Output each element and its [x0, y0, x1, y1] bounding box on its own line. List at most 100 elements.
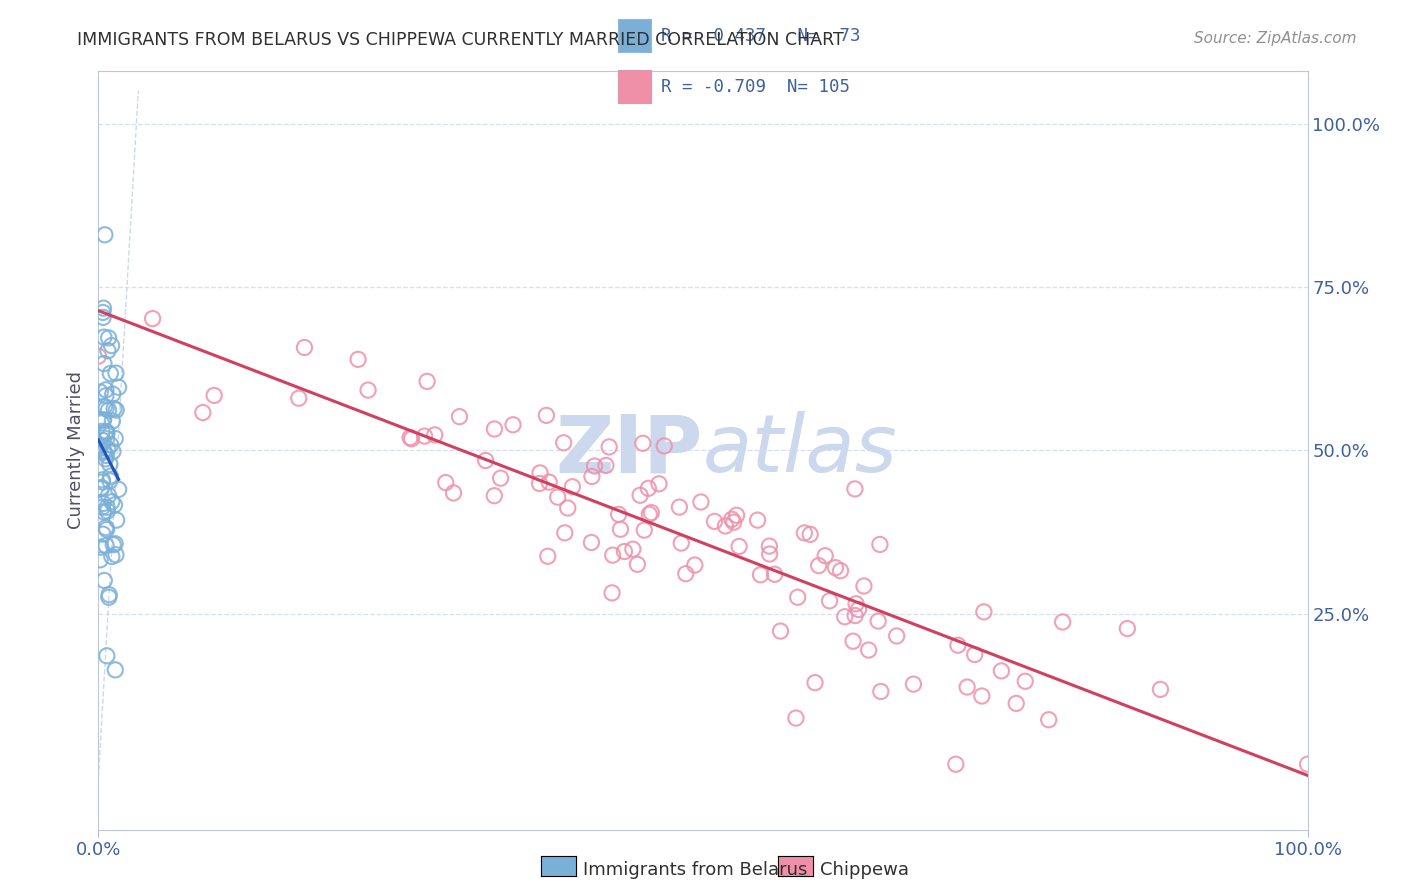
- Point: [97, 488, 120, 502]
- Point: [848, 602, 870, 616]
- Point: [858, 643, 880, 657]
- Point: [96, 449, 118, 463]
- Point: [613, 544, 636, 558]
- Point: [554, 525, 576, 540]
- Point: [87, 349, 110, 363]
- Point: [191, 405, 214, 419]
- Point: [91, 496, 114, 510]
- Point: [946, 638, 969, 652]
- Text: ZIP: ZIP: [555, 411, 703, 490]
- Point: [93, 443, 115, 458]
- Point: [103, 401, 125, 416]
- Point: [581, 469, 603, 483]
- Point: [101, 444, 124, 458]
- Point: [101, 414, 124, 428]
- Point: [1038, 713, 1060, 727]
- Point: [104, 548, 127, 562]
- Point: [799, 527, 821, 541]
- Point: [793, 525, 815, 540]
- Point: [91, 434, 114, 448]
- Point: [96, 425, 118, 439]
- Point: [357, 383, 380, 397]
- Point: [537, 549, 560, 564]
- Point: [107, 483, 129, 497]
- Point: [652, 439, 675, 453]
- Point: [557, 501, 579, 516]
- Text: atlas: atlas: [703, 411, 898, 490]
- Point: [852, 579, 875, 593]
- Point: [94, 389, 117, 403]
- Point: [93, 301, 115, 315]
- Point: [93, 505, 115, 519]
- Point: [90, 481, 112, 495]
- Point: [94, 383, 117, 397]
- Point: [886, 629, 908, 643]
- Point: [758, 539, 780, 553]
- Point: [91, 310, 114, 325]
- Point: [449, 409, 471, 424]
- Point: [104, 366, 127, 380]
- Point: [963, 648, 986, 662]
- Point: [956, 680, 979, 694]
- Point: [607, 508, 630, 522]
- Point: [553, 435, 575, 450]
- Point: [637, 481, 659, 495]
- Point: [96, 523, 118, 537]
- Point: [536, 409, 558, 423]
- Point: [598, 440, 620, 454]
- Point: [842, 634, 865, 648]
- Text: Immigrants from Belarus: Immigrants from Belarus: [583, 861, 808, 879]
- Point: [844, 608, 866, 623]
- Point: [581, 535, 603, 549]
- Point: [89, 439, 111, 453]
- Point: [96, 500, 118, 515]
- Point: [602, 548, 624, 562]
- Point: [96, 401, 118, 416]
- Text: IMMIGRANTS FROM BELARUS VS CHIPPEWA CURRENTLY MARRIED CORRELATION CHART: IMMIGRANTS FROM BELARUS VS CHIPPEWA CURR…: [77, 31, 844, 49]
- Point: [600, 586, 623, 600]
- Point: [758, 547, 780, 561]
- Point: [1296, 757, 1319, 772]
- Point: [90, 540, 112, 554]
- FancyBboxPatch shape: [619, 19, 651, 52]
- Point: [970, 689, 993, 703]
- Point: [98, 458, 121, 472]
- Point: [91, 473, 114, 487]
- Point: [101, 549, 124, 564]
- Point: [633, 523, 655, 537]
- Point: [609, 522, 631, 536]
- Point: [804, 675, 827, 690]
- Point: [489, 471, 512, 485]
- Point: [416, 375, 439, 389]
- Point: [103, 538, 125, 552]
- Point: [98, 588, 121, 602]
- Point: [749, 567, 772, 582]
- Point: [97, 331, 120, 345]
- Point: [434, 475, 457, 490]
- Text: Chippewa: Chippewa: [820, 861, 908, 879]
- Point: [728, 540, 751, 554]
- Point: [703, 514, 725, 528]
- Point: [294, 341, 316, 355]
- Point: [844, 482, 866, 496]
- Point: [671, 536, 693, 550]
- Point: [94, 425, 117, 439]
- Point: [868, 614, 890, 628]
- Point: [484, 489, 506, 503]
- Point: [96, 425, 118, 440]
- Point: [91, 425, 114, 439]
- Point: [103, 498, 125, 512]
- Y-axis label: Currently Married: Currently Married: [67, 371, 86, 530]
- Point: [595, 458, 617, 473]
- Point: [100, 338, 122, 352]
- Point: [529, 466, 551, 480]
- Point: [990, 664, 1012, 678]
- Point: [96, 432, 118, 446]
- Point: [91, 500, 114, 515]
- Point: [626, 558, 648, 572]
- Point: [725, 508, 748, 523]
- Point: [90, 416, 112, 430]
- Point: [973, 605, 995, 619]
- Point: [98, 367, 121, 381]
- Point: [443, 486, 465, 500]
